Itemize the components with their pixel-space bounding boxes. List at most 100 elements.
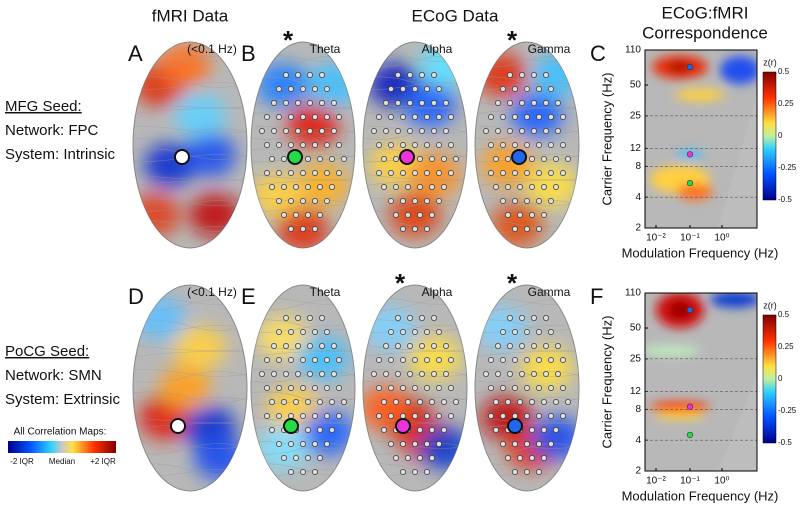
x-tick-label: 10⁰	[714, 476, 729, 487]
electrode	[419, 315, 425, 321]
electrode	[488, 142, 494, 148]
band-label: Gamma	[528, 285, 571, 299]
electrode	[536, 329, 542, 335]
electrode	[329, 399, 335, 405]
electrode	[548, 114, 554, 120]
heat-spot	[675, 88, 725, 101]
electrode	[300, 329, 306, 335]
electrode	[412, 114, 418, 120]
electrode	[493, 399, 499, 405]
electrode	[536, 469, 542, 475]
sulcus	[475, 371, 579, 383]
electrode	[543, 100, 549, 106]
electrode	[281, 399, 287, 405]
electrode	[519, 371, 525, 377]
sulcus	[363, 351, 467, 358]
electrode	[493, 184, 499, 190]
electrode	[436, 114, 442, 120]
electrode	[536, 441, 542, 447]
electrode	[500, 170, 506, 176]
y-tick-label: 25	[630, 353, 642, 364]
electrode	[524, 357, 530, 363]
electrode	[324, 385, 330, 391]
electrode	[383, 343, 389, 349]
legend-mid: Median	[49, 457, 75, 466]
electrode	[376, 385, 382, 391]
electrode	[300, 469, 306, 475]
electrode	[565, 399, 571, 405]
electrode	[505, 212, 511, 218]
significance-star: *	[395, 268, 406, 298]
sulcus	[251, 101, 355, 108]
electrode	[295, 100, 301, 106]
brain	[250, 284, 356, 492]
activation	[363, 42, 467, 248]
x-axis-label: Modulation Frequency (Hz)	[622, 245, 779, 260]
electrode	[407, 100, 413, 106]
x-tick-label: 10⁻¹	[680, 233, 700, 244]
y-tick-label: 4	[635, 435, 641, 446]
electrode	[536, 198, 542, 204]
electrode	[429, 212, 435, 218]
electrode	[555, 128, 561, 134]
electrode	[331, 343, 337, 349]
electrode	[441, 156, 447, 162]
electrode	[341, 156, 347, 162]
electrode	[507, 100, 513, 106]
electrode	[536, 357, 542, 363]
electrode	[548, 441, 554, 447]
electrode	[443, 128, 449, 134]
electrode	[331, 100, 337, 106]
electrode	[276, 329, 282, 335]
electrode	[424, 413, 430, 419]
blob	[364, 306, 416, 350]
band-label: Gamma	[528, 42, 571, 56]
electrode	[519, 100, 525, 106]
electrode	[436, 413, 442, 419]
electrode	[336, 114, 342, 120]
plot-frame	[644, 292, 758, 472]
electrode	[305, 455, 311, 461]
electrode	[512, 357, 518, 363]
electrode	[393, 212, 399, 218]
header: fMRI Data	[152, 6, 229, 25]
sulcus	[251, 200, 355, 212]
electrode	[405, 212, 411, 218]
sulcus	[251, 325, 355, 334]
electrode	[505, 184, 511, 190]
electrode	[407, 371, 413, 377]
colorbar-tick-label: -0.25	[778, 406, 797, 415]
electrode	[336, 413, 342, 419]
sulcus	[363, 397, 467, 406]
heat-spot	[670, 302, 690, 319]
electrode	[324, 86, 330, 92]
electrode	[317, 427, 323, 433]
sulcus	[133, 344, 247, 351]
electrode	[541, 184, 547, 190]
electrode	[495, 343, 501, 349]
sulcus	[475, 368, 579, 377]
electrode	[305, 399, 311, 405]
electrode	[448, 114, 454, 120]
electrode	[507, 343, 513, 349]
electrode	[288, 385, 294, 391]
electrode	[500, 329, 506, 335]
electrode	[419, 371, 425, 377]
sulcus	[133, 319, 247, 331]
electrode	[560, 385, 566, 391]
x-tick-label: 10⁻²	[646, 476, 666, 487]
heat-spot	[710, 293, 757, 308]
electrode	[507, 72, 513, 78]
electrode	[295, 72, 301, 78]
electrode	[436, 170, 442, 176]
invalid-region	[718, 50, 757, 228]
band-label: Alpha	[422, 285, 453, 299]
electrode	[431, 371, 437, 377]
electrode	[555, 343, 561, 349]
sulcus	[475, 125, 579, 134]
electrode	[483, 128, 489, 134]
electrode	[412, 226, 418, 232]
system-label: System: Extrinsic	[5, 391, 121, 408]
electrode	[383, 371, 389, 377]
electrode	[548, 413, 554, 419]
